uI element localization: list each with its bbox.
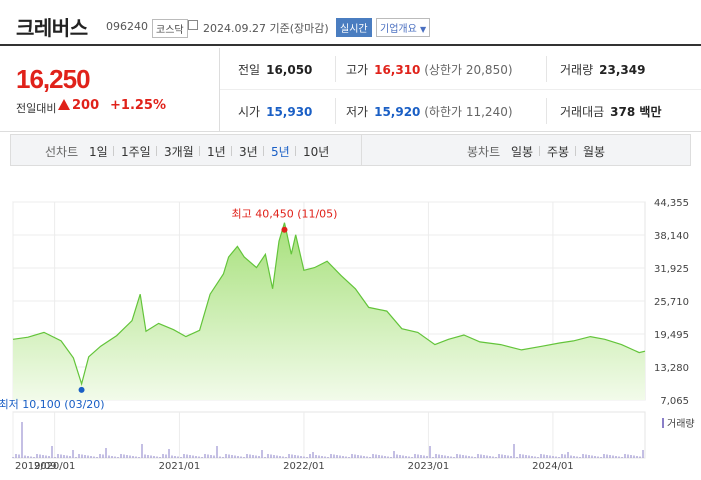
volume-legend-swatch [662, 418, 664, 428]
y-tick-label: 7,065 [660, 396, 689, 407]
quote-date: 2024.09.27 기준(장마감) [203, 20, 329, 36]
stats-table: 전일 16,050 고가 16,310 (상한가 20,850) 거래량 23,349… [220, 48, 701, 132]
low-value: 15,920 [374, 105, 421, 119]
divider [335, 56, 336, 82]
trade-value-label: 거래대금 [560, 105, 605, 119]
volume-cell: 거래량 23,349 [560, 61, 645, 78]
tab-divider [156, 146, 157, 156]
y-tick-label: 19,495 [654, 330, 689, 341]
low-cell: 저가 15,920 (하한가 11,240) [346, 103, 513, 120]
chevron-down-icon: ▼ [420, 25, 427, 34]
up-arrow-icon [58, 99, 70, 110]
prev-close-cell: 전일 16,050 [238, 61, 312, 78]
stats-row: 전일 16,050 고가 16,310 (상한가 20,850) 거래량 23,349 [220, 48, 701, 90]
y-tick-label: 38,140 [654, 231, 689, 242]
tab-1w[interactable]: 1주일 [121, 145, 151, 159]
price-chart[interactable]: 44,355 38,140 31,925 25,710 19,495 13,280 7,06… [0, 180, 701, 480]
tab-divider [199, 146, 200, 156]
chart-tabs: 선차트 1일 1주일 3개월 1년 3년 5년 10년 봉차트 일봉 주봉 월봉 [10, 134, 691, 166]
low-annotation: 최저 10,100 (03/20) [0, 398, 105, 411]
high-marker [281, 226, 288, 233]
trade-value-cell: 거래대금 378 백만 [560, 103, 661, 120]
company-info-label: 기업개요 [380, 24, 417, 35]
price-change-pct: +1.25% [110, 98, 166, 113]
calendar-icon [188, 20, 198, 30]
tab-monthly-candle[interactable]: 월봉 [583, 145, 606, 159]
tab-1y[interactable]: 1년 [207, 145, 226, 159]
y-tick-label: 31,925 [654, 264, 689, 275]
tab-10y[interactable]: 10년 [303, 145, 330, 159]
x-tick-label: 2022/01 [283, 461, 325, 472]
upper-limit: (상한가 20,850) [424, 63, 513, 77]
tab-weekly-candle[interactable]: 주봉 [547, 145, 570, 159]
price-change: 200 [72, 98, 100, 113]
y-tick-label: 25,710 [654, 297, 689, 308]
tab-divider [113, 146, 114, 156]
realtime-button[interactable]: 실시간 [336, 18, 372, 37]
trade-value-value: 378 백만 [610, 105, 662, 119]
tab-divider [575, 146, 576, 156]
low-label: 저가 [346, 105, 369, 119]
date-basis: 기준(장마감) [269, 22, 329, 35]
x-tick-label: 2023/01 [408, 461, 450, 472]
open-label: 시가 [238, 105, 261, 119]
current-price: 16,250 [16, 64, 91, 94]
tab-3y[interactable]: 3년 [239, 145, 258, 159]
prev-close-value: 16,050 [266, 63, 313, 77]
tab-divider [263, 146, 264, 156]
candle-chart-label: 봉차트 [467, 145, 501, 159]
tab-1d[interactable]: 1일 [89, 145, 108, 159]
company-info-dropdown[interactable]: 기업개요 ▼ [376, 18, 431, 37]
tabs-divider [361, 135, 362, 165]
volume-label: 거래량 [560, 63, 594, 77]
high-label: 고가 [346, 63, 369, 77]
tab-daily-candle[interactable]: 일봉 [511, 145, 534, 159]
price-area [13, 222, 645, 400]
divider [335, 98, 336, 124]
x-tick-label: 2021/01 [159, 461, 201, 472]
stock-header: 크레버스 096240 코스닥 2024.09.27 기준(장마감) 실시간 기… [0, 0, 701, 46]
volume-value: 23,349 [599, 63, 646, 77]
stats-row: 시가 15,930 저가 15,920 (하한가 11,240) 거래대금 378 백… [220, 90, 701, 132]
tab-divider [231, 146, 232, 156]
x-tick-label: 2024/01 [532, 461, 574, 472]
y-tick-label: 13,280 [654, 363, 689, 374]
volume-frame [12, 411, 646, 459]
open-value: 15,930 [266, 105, 313, 119]
divider [546, 56, 547, 82]
high-value: 16,310 [374, 63, 421, 77]
divider [546, 98, 547, 124]
price-panel: 16,250 전일대비 200 +1.25% [0, 48, 220, 132]
prev-close-label: 전일 [238, 63, 261, 77]
stock-name: 크레버스 [16, 16, 88, 40]
stock-code: 096240 [106, 20, 148, 33]
line-chart-label: 선차트 [45, 145, 79, 159]
open-cell: 시가 15,930 [238, 103, 312, 120]
x-tick-label: 2020/01 [34, 461, 76, 472]
volume-legend-label: 거래량 [667, 418, 695, 430]
tab-5y[interactable]: 5년 [271, 145, 290, 159]
lower-limit: (하한가 11,240) [424, 105, 513, 119]
tab-3m[interactable]: 3개월 [164, 145, 194, 159]
date-value: 2024.09.27 [203, 22, 266, 35]
tab-divider [295, 146, 296, 156]
high-cell: 고가 16,310 (상한가 20,850) [346, 61, 513, 78]
y-tick-label: 44,355 [654, 198, 689, 209]
low-marker [78, 386, 85, 393]
price-line [12, 222, 646, 387]
high-annotation: 최고 40,450 (11/05) [231, 208, 337, 221]
market-badge: 코스닥 [152, 19, 188, 38]
tab-divider [539, 146, 540, 156]
x-tick-label: 2019/09 [15, 461, 57, 472]
prev-compare-label: 전일대비 [16, 102, 57, 115]
